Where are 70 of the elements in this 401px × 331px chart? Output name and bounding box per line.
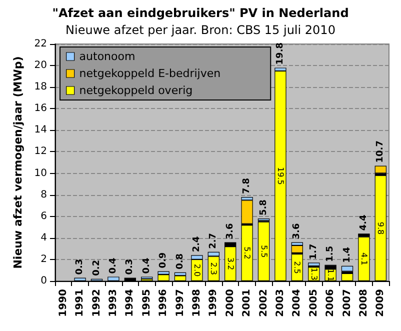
x-tick-label: 1998 [191,288,202,317]
data-label: 9.8 [376,222,386,235]
x-tick-label: 2001 [242,288,253,317]
data-label: 2.3 [209,262,218,275]
total-label: 0.3 [125,258,136,275]
data-label: 5.2 [242,246,252,260]
legend-label: netgekoppeld E-bedrijven [79,67,221,80]
total-label: 3.6 [292,223,302,240]
total-label: 2.7 [208,232,219,249]
y-tick-label: 14 [34,124,47,136]
data-label: 2.0 [192,264,202,277]
x-tick-label: 2000 [224,288,236,317]
x-tick-label: 1992 [91,288,102,317]
total-label: 10.7 [376,140,386,163]
total-label: 1.4 [342,246,352,263]
y-tick-label: 16 [34,103,47,114]
x-tick-label: 2004 [292,288,303,317]
total-label: 0.8 [175,253,186,270]
x-tick-label: 2007 [342,288,353,317]
total-label: 0.3 [75,258,86,275]
x-tick-label: 1999 [208,288,220,317]
x-tick-label: 2002 [258,288,270,317]
data-label: 19.5 [276,167,285,185]
data-label: 2.5 [292,261,302,274]
x-tick-label: 2003 [274,288,286,317]
x-tick-label: 1990 [58,288,69,317]
legend-label: autonoom [79,50,136,63]
y-tick-label: 12 [34,146,47,158]
total-label: 4.4 [358,214,369,231]
x-tick-label: 2006 [325,288,336,317]
total-label: 0.9 [158,252,169,268]
total-label: 5.8 [258,200,269,216]
total-label: 7.8 [242,178,252,194]
total-label: 2.4 [192,236,202,252]
bar [341,266,354,272]
y-axis-title: Nieuw afzet vermogen/jaar (MWp) [11,56,24,269]
x-tick-label: 1991 [74,288,86,317]
total-label: 0.4 [108,258,118,274]
y-tick-label: 18 [34,82,47,93]
chart-title: "Afzet aan eindgebruikers" PV in Nederland [52,6,349,20]
data-label: 1.3 [309,268,318,280]
total-label: 1.7 [308,244,319,260]
x-tick-label: 1994 [124,288,136,317]
y-tick-label: 4 [40,232,47,244]
total-label: 3.6 [225,223,236,240]
x-tick-label: 1995 [141,288,152,317]
y-tick-label: 20 [34,60,47,72]
total-label: 0.4 [142,258,152,274]
x-tick-label: 2005 [308,288,320,317]
total-label: 0.2 [92,260,102,276]
total-label: 19.8 [275,42,286,65]
x-tick-label: 2009 [375,288,386,317]
y-tick-label: 6 [40,210,47,222]
data-label: 1.1 [326,268,336,282]
x-tick-label: 1996 [158,288,170,317]
y-tick-label: 8 [40,189,47,200]
y-tick-label: 0 [40,276,47,286]
data-label: 3.2 [226,257,235,270]
x-tick-label: 1997 [174,288,186,317]
y-tick-label: 22 [34,38,47,50]
total-label: 1.5 [326,246,336,262]
bar [374,166,386,174]
y-tick-label: 10 [34,168,47,179]
x-tick-label: 2008 [358,288,370,317]
y-tick-label: 2 [40,254,47,265]
chart-subtitle: Nieuwe afzet per jaar. Bron: CBS 15 juli 2010 [66,23,336,37]
x-tick-label: 1993 [108,288,119,317]
data-label: 4.1 [359,252,368,266]
data-label: 5.5 [259,245,268,258]
legend-label: netgekoppeld overig [79,84,193,97]
